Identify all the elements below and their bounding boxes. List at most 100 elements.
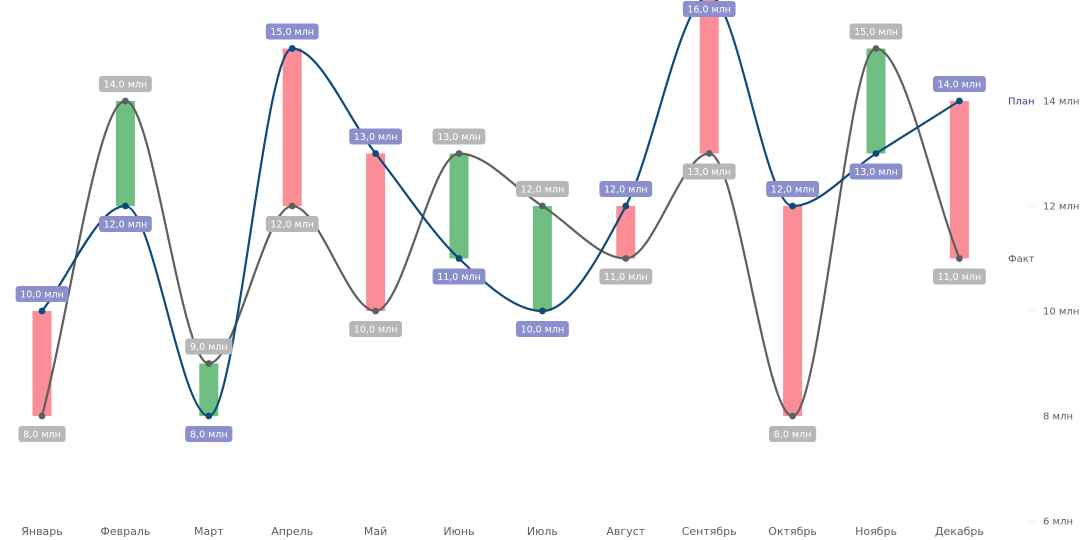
fact-label-6: 13,0 млн	[432, 128, 486, 145]
y-tick-label-5: 14 млн	[1043, 97, 1079, 108]
y-axis: 6 млн 8 млн 10 млн 12 млн 14 млн	[1030, 97, 1079, 528]
variance-bar-6	[449, 153, 469, 259]
plan-point-10	[789, 202, 796, 210]
plan-point-5	[372, 150, 379, 157]
plan-point-2	[122, 202, 129, 210]
plan-point-1	[38, 307, 46, 315]
y-tick-label-2: 8 млн	[1043, 412, 1073, 423]
fact-label-7: 12,0 млн	[516, 181, 569, 197]
x-tick-label-7: Июль	[527, 525, 558, 538]
svg-text:13,0 млн: 13,0 млн	[354, 132, 398, 143]
plan-point-3	[205, 412, 213, 420]
plan-series	[38, 0, 963, 420]
fact-label-10: 8,0 млн	[769, 426, 817, 442]
svg-text:8,0 млн: 8,0 млн	[774, 430, 812, 441]
y-tick-label-3: 10 млн	[1043, 307, 1079, 318]
fact-label-11: 15,0 млн	[849, 23, 903, 40]
svg-text:15,0 млн: 15,0 млн	[270, 27, 314, 38]
x-tick-label-4: Апрель	[271, 525, 313, 538]
fact-point-5	[372, 307, 379, 315]
svg-text:10,0 млн: 10,0 млн	[354, 325, 398, 336]
fact-point-4	[288, 202, 296, 210]
variance-bar-4	[282, 48, 302, 206]
plan-series-label: План	[1008, 97, 1035, 108]
svg-text:12,0 млн: 12,0 млн	[604, 185, 648, 196]
svg-text:12,0 млн: 12,0 млн	[270, 220, 314, 231]
fact-point-9	[705, 150, 713, 157]
plan-label-9: 16,0 млн	[682, 1, 736, 17]
fact-point-11	[872, 45, 880, 52]
fact-series-label: Факт	[1008, 254, 1035, 265]
fact-label-8: 11,0 млн	[599, 268, 653, 285]
plan-label-11: 13,0 млн	[849, 163, 903, 180]
fact-point-3	[205, 360, 213, 367]
variance-bar-2	[115, 101, 135, 206]
svg-text:10,0 млн: 10,0 млн	[521, 325, 565, 336]
svg-text:16,0 млн: 16,0 млн	[687, 5, 731, 16]
plan-line	[41, 0, 960, 418]
fact-point-10	[789, 412, 796, 420]
plan-label-4: 15,0 млн	[265, 23, 319, 40]
svg-text:12,0 млн: 12,0 млн	[521, 185, 565, 196]
x-tick-label-5: Май	[364, 525, 387, 538]
fact-point-8	[622, 255, 630, 262]
svg-text:9,0 млн: 9,0 млн	[190, 342, 228, 353]
x-tick-label-8: Август	[606, 525, 645, 538]
plan-point-8	[622, 202, 630, 210]
svg-text:12,0 млн: 12,0 млн	[104, 220, 148, 231]
svg-text:11,0 млн: 11,0 млн	[437, 272, 481, 283]
variance-bar-9	[699, 0, 719, 154]
plan-label-5: 13,0 млн	[349, 128, 402, 145]
svg-text:8,0 млн: 8,0 млн	[190, 430, 228, 441]
fact-label-12: 11,0 млн	[933, 268, 986, 285]
plan-label-8: 12,0 млн	[599, 181, 653, 197]
variance-bar-10	[783, 206, 803, 416]
fact-series	[38, 45, 963, 420]
svg-text:14,0 млн: 14,0 млн	[938, 80, 982, 91]
svg-text:8,0 млн: 8,0 млн	[23, 430, 61, 441]
fact-label-2: 14,0 млн	[99, 76, 152, 92]
fact-point-1	[38, 412, 46, 420]
plan-label-12: 14,0 млн	[933, 76, 986, 92]
svg-text:11,0 млн: 11,0 млн	[604, 272, 648, 283]
fact-label-1: 8,0 млн	[18, 426, 66, 442]
fact-point-7	[539, 202, 546, 210]
svg-text:13,0 млн: 13,0 млн	[854, 167, 898, 178]
plan-label-6: 11,0 млн	[432, 268, 486, 285]
x-tick-label-10: Октябрь	[768, 525, 817, 538]
fact-point-2	[122, 97, 129, 105]
fact-point-12	[956, 255, 963, 262]
x-tick-label-11: Ноябрь	[855, 525, 897, 538]
variance-bars	[32, 0, 969, 416]
svg-text:15,0 млн: 15,0 млн	[854, 27, 898, 38]
plan-point-11	[872, 150, 880, 157]
plan-point-12	[956, 97, 963, 105]
plan-point-4	[288, 45, 296, 52]
variance-bar-1	[32, 311, 52, 416]
plan-label-1: 10,0 млн	[15, 286, 69, 302]
svg-text:12,0 млн: 12,0 млн	[771, 185, 815, 196]
data-labels: 8,0 млн 10,0 млн 14,0 млн 12,0 млн 9,0 млн 8,…	[15, 1, 986, 442]
fact-label-3: 9,0 млн	[185, 338, 233, 355]
x-tick-label-1: Январь	[21, 525, 63, 538]
plan-point-6	[455, 255, 463, 262]
svg-text:13,0 млн: 13,0 млн	[437, 132, 481, 143]
plan-label-10: 12,0 млн	[766, 181, 819, 197]
y-tick-label-4: 12 млн	[1043, 202, 1079, 213]
variance-bar-8	[616, 206, 636, 259]
x-tick-label-2: Февраль	[100, 525, 150, 538]
plan-label-2: 12,0 млн	[99, 216, 152, 232]
plan-label-3: 8,0 млн	[185, 426, 233, 442]
fact-label-9: 13,0 млн	[682, 163, 736, 180]
x-tick-label-3: Март	[194, 525, 224, 538]
variance-bar-3	[199, 363, 219, 416]
fact-line	[40, 47, 961, 418]
svg-text:13,0 млн: 13,0 млн	[687, 167, 731, 178]
svg-text:14,0 млн: 14,0 млн	[104, 80, 148, 91]
svg-text:11,0 млн: 11,0 млн	[938, 272, 982, 283]
svg-text:10,0 млн: 10,0 млн	[20, 290, 64, 301]
x-axis: Январь Февраль Март Апрель Май Июнь Июль Август…	[21, 525, 984, 538]
y-tick-label-1: 6 млн	[1043, 517, 1073, 528]
variance-bar-5	[366, 153, 386, 311]
